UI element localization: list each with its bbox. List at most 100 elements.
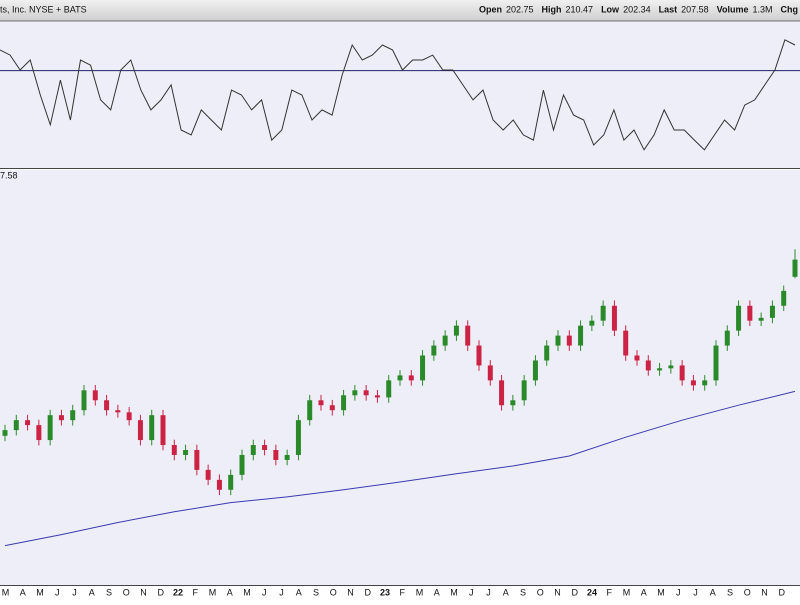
x-tick-label: M — [623, 587, 631, 597]
candle-body — [623, 330, 629, 356]
candle-body — [70, 410, 76, 421]
x-tick-label: M — [243, 587, 251, 597]
candle-body — [668, 365, 674, 369]
candle-body — [499, 380, 505, 406]
x-tick-label: A — [641, 587, 647, 597]
x-tick-label: F — [607, 587, 613, 597]
x-tick-label: M — [450, 587, 458, 597]
x-tick-label: D — [158, 587, 165, 597]
candle-body — [363, 390, 369, 396]
x-tick-label: A — [89, 587, 95, 597]
candle-body — [769, 305, 775, 318]
candle-body — [104, 400, 110, 411]
candle-body — [679, 365, 685, 381]
candle-body — [239, 454, 245, 475]
x-tick-label: F — [193, 587, 199, 597]
header-label: Volume — [717, 4, 749, 14]
candle-body — [262, 445, 268, 450]
x-tick-label: J — [693, 587, 698, 597]
candle-body — [544, 345, 550, 361]
candle-body — [352, 390, 358, 396]
candle-body — [183, 450, 189, 455]
candle-body — [792, 259, 798, 277]
x-tick-label: O — [744, 587, 751, 597]
candle-body — [476, 345, 482, 366]
x-tick-label: N — [761, 587, 768, 597]
candle-body — [747, 305, 753, 321]
candle-body — [194, 450, 200, 470]
x-tick-label: 23 — [380, 587, 390, 597]
candle-body — [521, 380, 527, 401]
candle-body — [318, 400, 324, 406]
candle-body — [657, 368, 663, 371]
x-tick-label: S — [727, 587, 733, 597]
candle-body — [2, 430, 8, 436]
candle-body — [126, 412, 132, 421]
candle-body — [307, 400, 313, 421]
candle-body — [36, 425, 42, 441]
candle-body — [555, 335, 561, 346]
candle-body — [736, 305, 742, 331]
candle-body — [634, 355, 640, 361]
x-tick-label: O — [537, 587, 544, 597]
candle-body — [589, 320, 595, 326]
candle-body — [13, 420, 19, 431]
candle-body — [758, 317, 764, 321]
x-tick-label: J — [676, 587, 681, 597]
candle-body — [216, 479, 222, 490]
candle-body — [386, 380, 392, 398]
rsi-line — [0, 39, 796, 151]
x-tick-label: D — [572, 587, 579, 597]
x-tick-label: N — [554, 587, 561, 597]
candle-body — [160, 415, 166, 446]
price-label: 7.58 — [0, 170, 18, 180]
candle-body — [205, 469, 211, 480]
x-tick-label: N — [347, 587, 354, 597]
candle-body — [713, 345, 719, 381]
x-tick-label: 24 — [587, 587, 597, 597]
header-label: Low — [601, 4, 620, 14]
candle-body — [600, 305, 606, 321]
header-value: 210.47 — [566, 4, 594, 14]
candle-body — [47, 415, 53, 441]
header-label: Open — [479, 4, 502, 14]
x-tick-label: J — [469, 587, 474, 597]
candle-body — [453, 325, 459, 336]
candle-body — [273, 450, 279, 460]
header-bar — [0, 0, 800, 21]
x-tick-label: N — [140, 587, 147, 597]
candle-body — [532, 360, 538, 381]
x-tick-label: A — [296, 587, 302, 597]
x-tick-label: A — [434, 587, 440, 597]
x-tick-label: J — [279, 587, 284, 597]
x-tick-label: O — [330, 587, 337, 597]
candle-body — [702, 380, 708, 386]
header-value: 202.75 — [506, 4, 534, 14]
header-label: Chg — [781, 4, 799, 14]
x-tick-label: M — [416, 587, 424, 597]
rsi-panel — [0, 22, 800, 168]
candle-body — [284, 454, 290, 460]
candle-body — [578, 325, 584, 346]
x-tick-label: F — [400, 587, 406, 597]
candle-body — [92, 390, 98, 401]
candle-body — [781, 290, 787, 306]
x-tick-label: D — [365, 587, 372, 597]
x-tick-label: M — [657, 587, 665, 597]
candle-body — [431, 345, 437, 356]
candle-body — [250, 445, 256, 455]
candle-body — [510, 400, 516, 406]
candle-body — [374, 395, 380, 398]
candle-body — [487, 365, 493, 381]
x-tick-label: O — [123, 587, 130, 597]
candle-body — [25, 420, 31, 426]
header-label: High — [542, 4, 562, 14]
x-tick-label: A — [710, 587, 716, 597]
candle-body — [566, 335, 572, 346]
candle-body — [81, 390, 87, 411]
candle-body — [329, 405, 335, 411]
header-label: Last — [659, 4, 678, 14]
candle-body — [115, 410, 121, 413]
